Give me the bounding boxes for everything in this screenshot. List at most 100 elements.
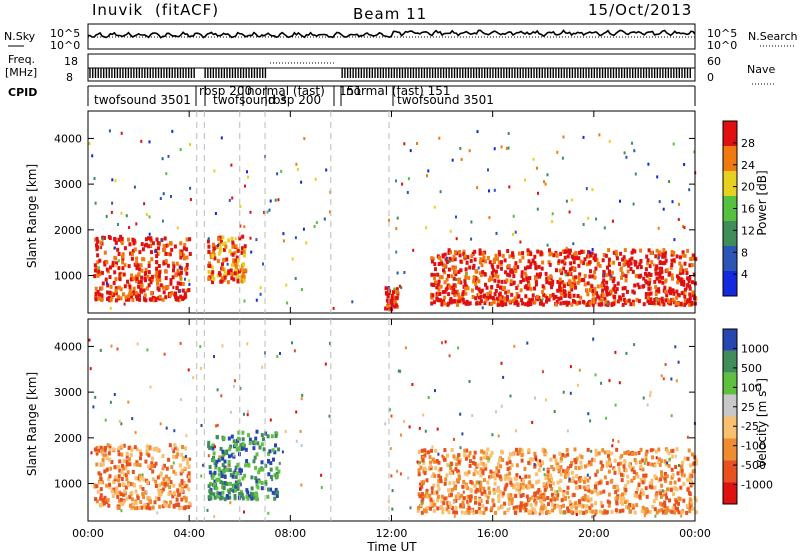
data-cell <box>108 482 112 487</box>
data-cell <box>234 244 238 249</box>
data-cell <box>463 453 467 458</box>
data-cell <box>225 482 229 486</box>
data-cell <box>223 241 227 246</box>
data-cell <box>140 289 143 294</box>
data-cell <box>489 453 493 458</box>
data-cell <box>679 264 683 269</box>
data-cell <box>239 443 242 447</box>
data-cell <box>531 293 535 298</box>
data-cell <box>535 458 538 462</box>
data-cell <box>494 253 498 258</box>
data-cell <box>454 294 457 298</box>
data-cell <box>234 475 238 480</box>
data-cell <box>491 296 495 300</box>
data-cell <box>571 281 575 286</box>
data-cell <box>417 472 421 477</box>
data-cell <box>495 410 497 414</box>
data-cell <box>600 283 604 288</box>
data-cell <box>453 514 456 518</box>
data-cell <box>164 251 168 256</box>
data-cell <box>682 498 686 503</box>
data-cell <box>270 434 274 439</box>
data-cell <box>670 298 673 302</box>
data-cell <box>639 447 643 452</box>
data-cell <box>549 251 553 256</box>
data-cell <box>498 298 502 303</box>
data-cell <box>545 296 549 300</box>
data-cell <box>472 275 476 280</box>
data-cell <box>463 278 467 283</box>
data-cell <box>648 264 652 269</box>
data-cell <box>276 172 279 176</box>
data-cell <box>639 265 643 270</box>
data-cell <box>295 162 298 166</box>
data-cell <box>109 265 112 270</box>
data-cell <box>649 394 652 398</box>
data-cell <box>221 463 225 468</box>
data-cell <box>480 263 484 268</box>
data-cell <box>408 425 411 429</box>
data-cell <box>634 460 638 465</box>
data-cell <box>162 192 165 196</box>
data-cell <box>225 257 229 262</box>
data-cell <box>464 286 468 291</box>
data-cell <box>271 448 275 453</box>
data-cell <box>146 274 150 279</box>
data-cell <box>492 268 496 273</box>
data-cell <box>451 158 454 162</box>
data-cell <box>658 261 662 265</box>
data-cell <box>586 281 590 286</box>
data-cell <box>460 294 464 299</box>
data-cell <box>267 487 270 492</box>
data-cell <box>425 478 429 483</box>
data-cell <box>123 246 127 251</box>
data-cell <box>174 471 178 476</box>
data-cell <box>187 368 190 372</box>
data-cell <box>231 252 235 257</box>
data-cell <box>554 458 558 463</box>
data-cell <box>518 259 522 263</box>
nsearch-tick-bottom: 10^0 <box>707 39 737 52</box>
data-cell <box>178 492 182 497</box>
data-cell <box>147 453 151 458</box>
data-cell <box>592 290 596 295</box>
data-cell <box>113 246 116 250</box>
data-cell <box>542 495 546 499</box>
data-cell <box>488 490 492 495</box>
data-cell <box>149 297 153 302</box>
data-cell <box>570 198 573 202</box>
data-cell <box>234 465 238 470</box>
data-cell <box>600 503 604 508</box>
data-cell <box>228 495 232 500</box>
data-cell <box>586 463 590 468</box>
data-cell <box>212 249 216 253</box>
data-cell <box>677 360 680 364</box>
data-cell <box>118 277 122 282</box>
data-cell <box>170 465 174 470</box>
data-cell <box>155 270 159 274</box>
data-cell <box>215 486 219 491</box>
data-cell <box>241 442 245 447</box>
data-cell <box>436 427 439 431</box>
data-cell <box>584 464 587 469</box>
data-cell <box>650 301 653 305</box>
data-cell <box>497 486 500 489</box>
data-cell <box>454 506 458 510</box>
data-cell <box>144 278 147 283</box>
data-cell <box>438 292 442 296</box>
data-cell <box>229 501 232 505</box>
data-cell <box>437 452 440 456</box>
data-cell <box>221 449 225 454</box>
data-cell <box>139 505 143 510</box>
data-cell <box>586 498 590 502</box>
data-cell <box>440 494 444 499</box>
data-cell <box>430 259 434 264</box>
data-cell <box>664 508 668 513</box>
data-cell <box>526 252 530 257</box>
data-cell <box>228 249 232 254</box>
data-cell <box>254 491 258 496</box>
data-cell <box>604 300 608 305</box>
data-cell <box>594 509 598 514</box>
data-cell <box>482 486 486 491</box>
data-cell <box>642 302 646 307</box>
